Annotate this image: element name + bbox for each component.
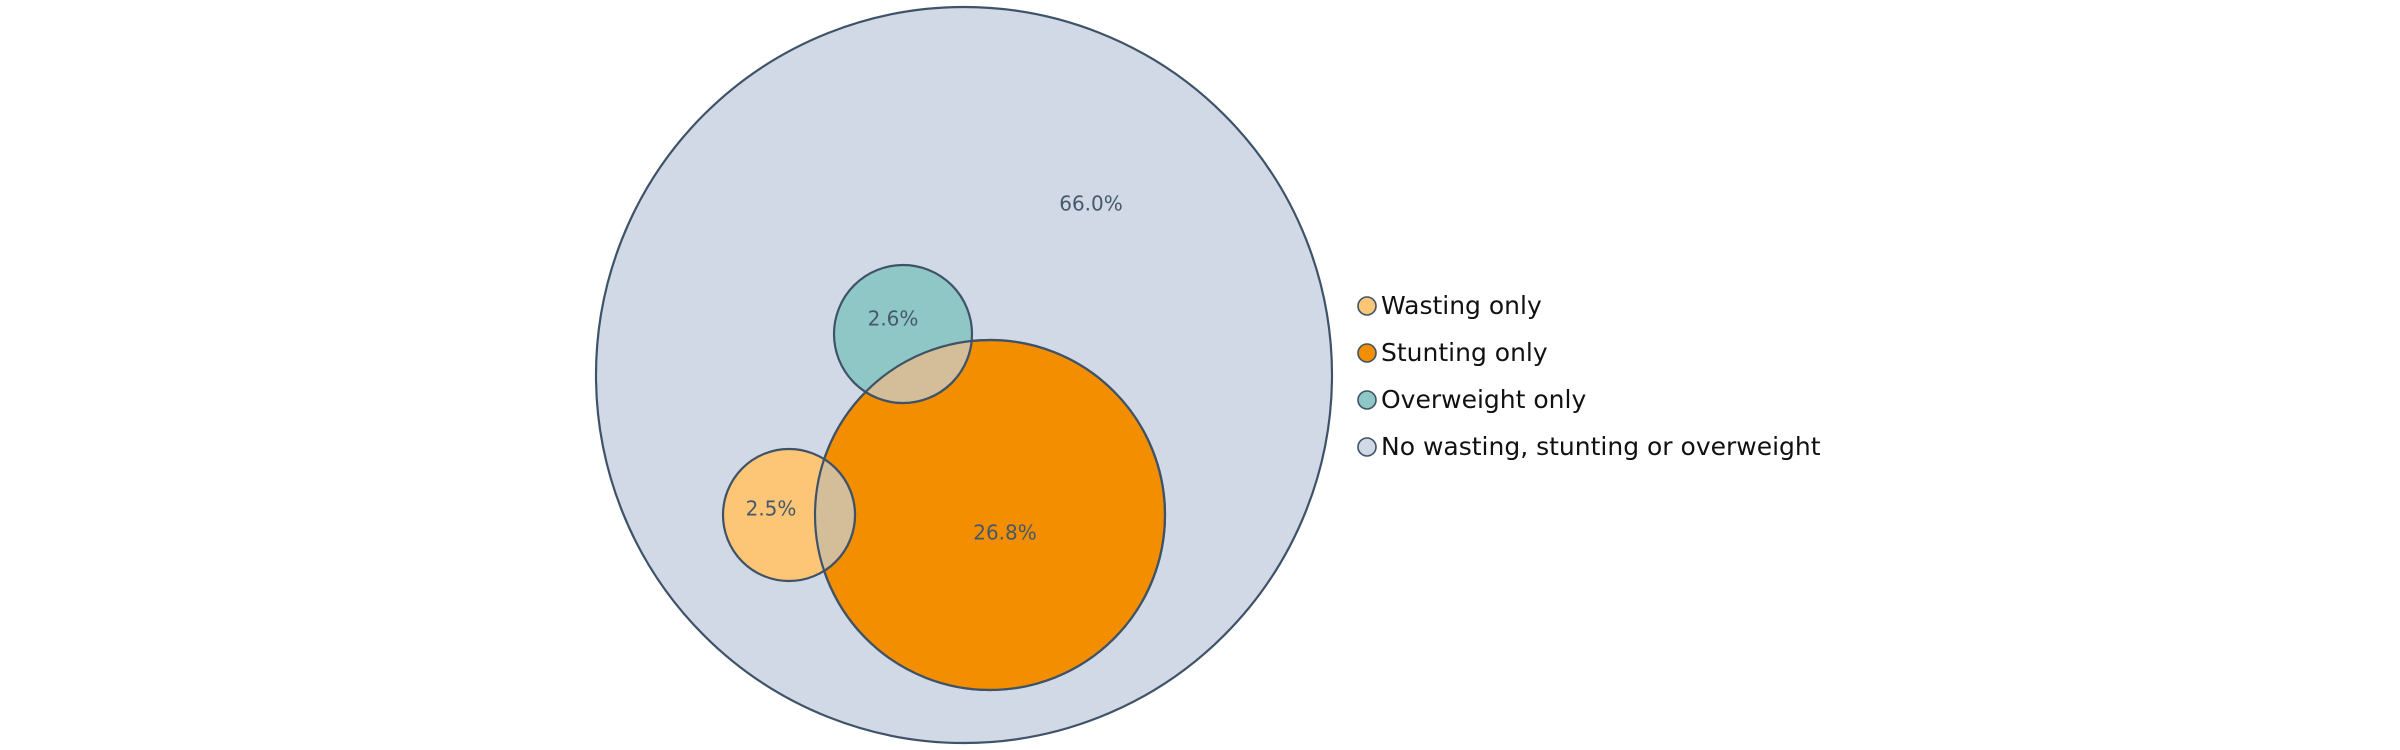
legend-item-no-wasting-stunting-or-overweight: No wasting, stunting or overweight [1357,432,1821,461]
legend-label: No wasting, stunting or overweight [1381,432,1821,461]
legend-item-wasting-only: Wasting only [1357,291,1542,320]
legend-label: Overweight only [1381,385,1586,414]
legend-marker [1357,343,1377,363]
legend-marker [1357,437,1377,457]
legend-marker [1357,390,1377,410]
circle-stunting-only-outline [813,338,1167,692]
labels-group: 66.0% 26.8% 2.6% 2.5% [746,192,1123,545]
value-label-stunting-only: 26.8% [973,521,1037,545]
value-label-wasting-only: 2.5% [746,497,797,521]
value-label-no-wasting-stunting-or-overweight: 66.0% [1059,192,1123,216]
legend-item-overweight-only: Overweight only [1357,385,1586,414]
legend-label: Stunting only [1381,338,1548,367]
legend-marker [1357,296,1377,316]
circles-group [594,5,1334,745]
legend-item-stunting-only: Stunting only [1357,338,1548,367]
overlap-wasting-only-stunting [815,447,857,583]
legend-label: Wasting only [1381,291,1542,320]
value-label-overweight-only: 2.6% [868,307,919,331]
legend: Wasting only Stunting only Overweight only… [1357,291,1821,461]
